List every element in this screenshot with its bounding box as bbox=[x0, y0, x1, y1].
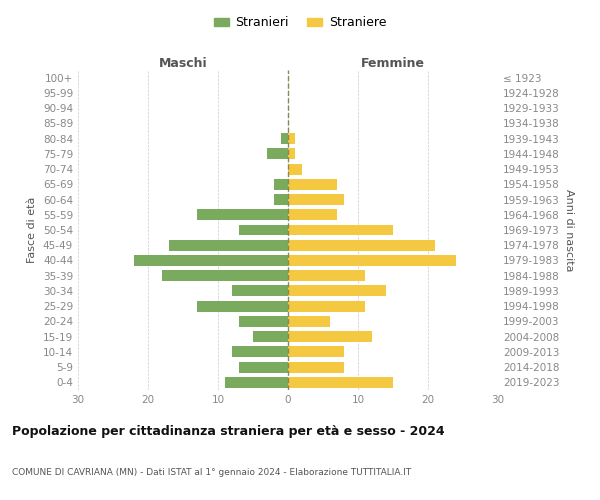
Bar bbox=[288, 210, 337, 220]
Text: Maschi: Maschi bbox=[158, 57, 208, 70]
Bar bbox=[239, 316, 288, 327]
Text: COMUNE DI CAVRIANA (MN) - Dati ISTAT al 1° gennaio 2024 - Elaborazione TUTTITALI: COMUNE DI CAVRIANA (MN) - Dati ISTAT al … bbox=[12, 468, 411, 477]
Bar bbox=[239, 362, 288, 372]
Bar bbox=[253, 331, 288, 342]
Bar bbox=[232, 346, 288, 358]
Bar bbox=[239, 224, 288, 235]
Bar bbox=[288, 194, 344, 205]
Bar bbox=[169, 240, 288, 250]
Bar bbox=[197, 210, 288, 220]
Bar bbox=[232, 286, 288, 296]
Bar bbox=[288, 255, 456, 266]
Bar bbox=[288, 362, 344, 372]
Bar bbox=[267, 148, 288, 160]
Bar bbox=[288, 148, 295, 160]
Bar bbox=[288, 316, 330, 327]
Bar bbox=[281, 133, 288, 144]
Bar bbox=[288, 133, 295, 144]
Bar bbox=[288, 224, 393, 235]
Bar bbox=[288, 270, 365, 281]
Y-axis label: Fasce di età: Fasce di età bbox=[28, 197, 37, 263]
Bar bbox=[288, 164, 302, 174]
Text: Popolazione per cittadinanza straniera per età e sesso - 2024: Popolazione per cittadinanza straniera p… bbox=[12, 425, 445, 438]
Bar bbox=[288, 179, 337, 190]
Bar bbox=[134, 255, 288, 266]
Bar bbox=[288, 240, 435, 250]
Bar bbox=[274, 179, 288, 190]
Text: Femmine: Femmine bbox=[361, 57, 425, 70]
Bar bbox=[197, 300, 288, 312]
Bar bbox=[288, 346, 344, 358]
Bar bbox=[274, 194, 288, 205]
Bar bbox=[162, 270, 288, 281]
Bar bbox=[225, 377, 288, 388]
Bar bbox=[288, 331, 372, 342]
Legend: Stranieri, Straniere: Stranieri, Straniere bbox=[209, 11, 391, 34]
Bar bbox=[288, 300, 365, 312]
Y-axis label: Anni di nascita: Anni di nascita bbox=[563, 188, 574, 271]
Bar bbox=[288, 377, 393, 388]
Bar bbox=[288, 286, 386, 296]
